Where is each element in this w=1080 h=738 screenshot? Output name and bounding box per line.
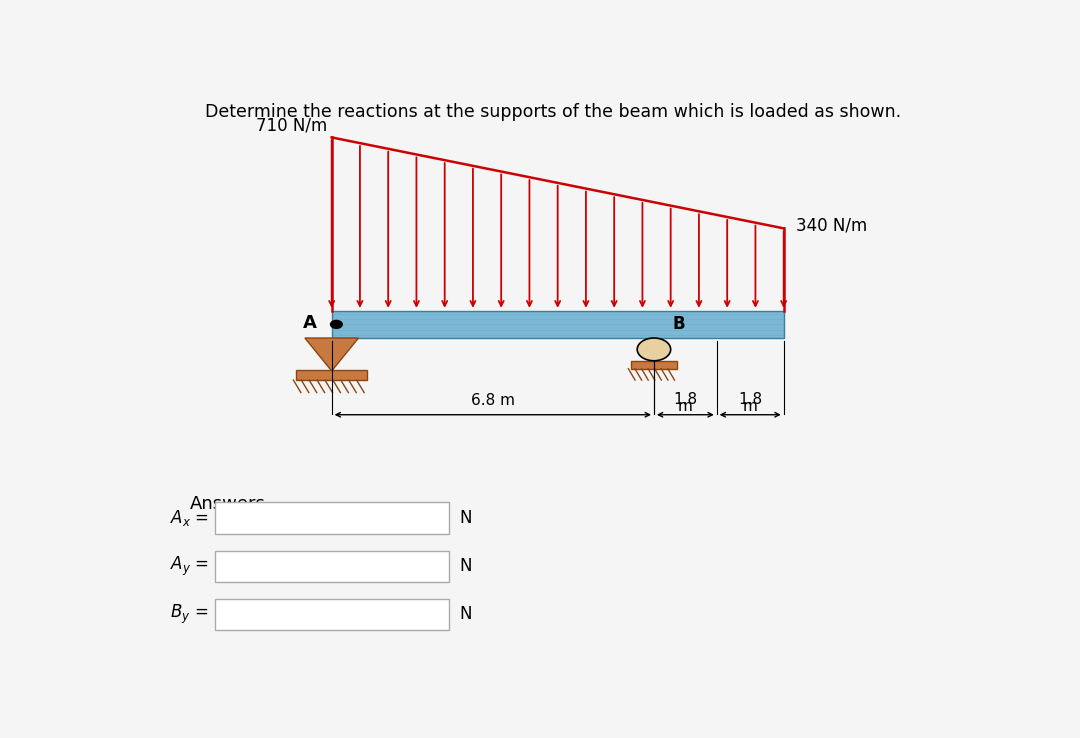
FancyBboxPatch shape (215, 503, 449, 534)
Text: N: N (459, 509, 471, 527)
Text: $A_x$ =: $A_x$ = (170, 508, 208, 528)
Text: 710 N/m: 710 N/m (256, 117, 327, 134)
Text: N: N (459, 605, 471, 624)
Text: 340 N/m: 340 N/m (796, 216, 867, 235)
Text: m: m (743, 399, 758, 413)
Circle shape (637, 338, 671, 361)
Text: 6.8 m: 6.8 m (471, 393, 515, 408)
Text: 1.8: 1.8 (673, 392, 698, 407)
Polygon shape (305, 338, 359, 371)
Circle shape (330, 320, 342, 328)
Text: N: N (459, 557, 471, 575)
Text: $A_y$ =: $A_y$ = (170, 554, 208, 578)
Text: Answers: Answers (189, 495, 266, 513)
Bar (296, 370, 367, 380)
Bar (332, 311, 784, 338)
Text: 1.8: 1.8 (738, 392, 762, 407)
Text: Determine the reactions at the supports of the beam which is loaded as shown.: Determine the reactions at the supports … (205, 103, 902, 121)
Text: $B_y$ =: $B_y$ = (171, 603, 208, 626)
FancyBboxPatch shape (215, 599, 449, 630)
Bar (631, 361, 677, 369)
Text: B: B (673, 315, 685, 334)
FancyBboxPatch shape (215, 551, 449, 582)
Text: A: A (302, 314, 316, 332)
Text: m: m (678, 399, 692, 413)
